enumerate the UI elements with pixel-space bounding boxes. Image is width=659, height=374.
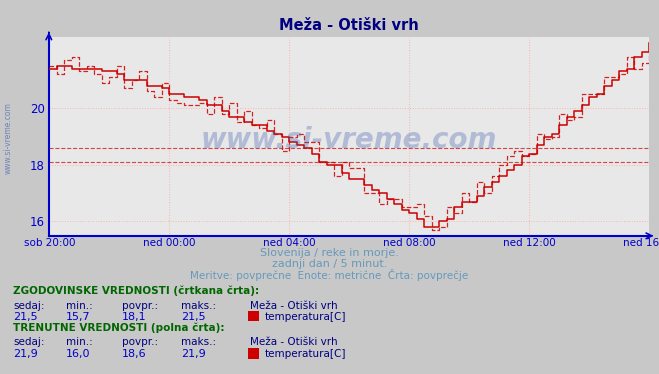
Text: Meža - Otiški vrh: Meža - Otiški vrh bbox=[250, 337, 338, 347]
Text: Meža - Otiški vrh: Meža - Otiški vrh bbox=[250, 301, 338, 310]
Text: maks.:: maks.: bbox=[181, 337, 216, 347]
Text: ZGODOVINSKE VREDNOSTI (črtkana črta):: ZGODOVINSKE VREDNOSTI (črtkana črta): bbox=[13, 285, 259, 295]
Text: TRENUTNE VREDNOSTI (polna črta):: TRENUTNE VREDNOSTI (polna črta): bbox=[13, 322, 225, 333]
Text: povpr.:: povpr.: bbox=[122, 301, 158, 310]
Text: min.:: min.: bbox=[66, 301, 93, 310]
Text: 15,7: 15,7 bbox=[66, 312, 90, 322]
Text: povpr.:: povpr.: bbox=[122, 337, 158, 347]
Text: sedaj:: sedaj: bbox=[13, 301, 45, 310]
Text: Slovenija / reke in morje.: Slovenija / reke in morje. bbox=[260, 248, 399, 258]
Text: temperatura[C]: temperatura[C] bbox=[265, 312, 347, 322]
Title: Meža - Otiški vrh: Meža - Otiški vrh bbox=[279, 18, 419, 33]
Text: 21,9: 21,9 bbox=[13, 349, 38, 359]
Text: temperatura[C]: temperatura[C] bbox=[265, 349, 347, 359]
Text: www.si-vreme.com: www.si-vreme.com bbox=[201, 126, 498, 154]
Text: zadnji dan / 5 minut.: zadnji dan / 5 minut. bbox=[272, 260, 387, 269]
Text: www.si-vreme.com: www.si-vreme.com bbox=[3, 102, 13, 174]
Text: min.:: min.: bbox=[66, 337, 93, 347]
Text: maks.:: maks.: bbox=[181, 301, 216, 310]
Text: Meritve: povprečne  Enote: metrične  Črta: povprečje: Meritve: povprečne Enote: metrične Črta:… bbox=[190, 269, 469, 280]
Text: 21,5: 21,5 bbox=[13, 312, 38, 322]
Text: 16,0: 16,0 bbox=[66, 349, 90, 359]
Text: 21,5: 21,5 bbox=[181, 312, 206, 322]
Text: 18,6: 18,6 bbox=[122, 349, 146, 359]
Text: sedaj:: sedaj: bbox=[13, 337, 45, 347]
Text: 18,1: 18,1 bbox=[122, 312, 146, 322]
Text: 21,9: 21,9 bbox=[181, 349, 206, 359]
